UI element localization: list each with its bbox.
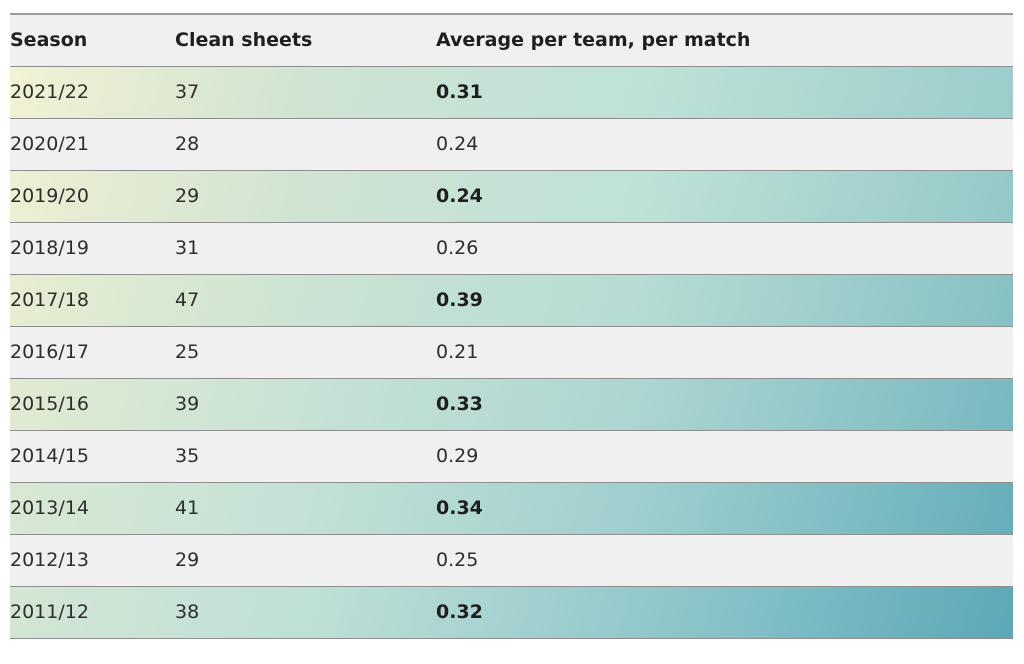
clean-sheets-cell: 28 <box>175 118 436 171</box>
average-cell: 0.31 <box>436 66 1013 119</box>
clean-sheets-cell: 39 <box>175 378 436 431</box>
season-cell: 2018/19 <box>10 222 175 275</box>
clean-sheets-cell: 29 <box>175 534 436 587</box>
column-header-average: Average per team, per match <box>436 14 1013 67</box>
season-cell: 2014/15 <box>10 430 175 483</box>
average-cell: 0.29 <box>436 430 1013 483</box>
table-row: 2020/21 28 0.24 <box>10 118 1013 171</box>
season-cell: 2016/17 <box>10 326 175 379</box>
season-cell: 2011/12 <box>10 586 175 639</box>
average-cell: 0.33 <box>436 378 1013 431</box>
table-row: 2017/18 47 0.39 <box>10 274 1013 327</box>
table-row: 2011/12 38 0.32 <box>10 586 1013 639</box>
average-cell: 0.24 <box>436 118 1013 171</box>
clean-sheets-table-container: Season Clean sheets Average per team, pe… <box>10 13 1013 639</box>
table-row: 2021/22 37 0.31 <box>10 66 1013 119</box>
average-cell: 0.34 <box>436 482 1013 535</box>
table-row: 2013/14 41 0.34 <box>10 482 1013 535</box>
average-cell: 0.32 <box>436 586 1013 639</box>
table-row: 2012/13 29 0.25 <box>10 534 1013 587</box>
season-cell: 2021/22 <box>10 66 175 119</box>
average-cell: 0.25 <box>436 534 1013 587</box>
clean-sheets-cell: 41 <box>175 482 436 535</box>
clean-sheets-table: Season Clean sheets Average per team, pe… <box>10 13 1013 639</box>
average-cell: 0.24 <box>436 170 1013 223</box>
clean-sheets-cell: 37 <box>175 66 436 119</box>
clean-sheets-cell: 47 <box>175 274 436 327</box>
clean-sheets-cell: 38 <box>175 586 436 639</box>
season-cell: 2012/13 <box>10 534 175 587</box>
season-cell: 2015/16 <box>10 378 175 431</box>
season-cell: 2020/21 <box>10 118 175 171</box>
clean-sheets-cell: 29 <box>175 170 436 223</box>
table-row: 2018/19 31 0.26 <box>10 222 1013 275</box>
average-cell: 0.26 <box>436 222 1013 275</box>
clean-sheets-cell: 31 <box>175 222 436 275</box>
clean-sheets-cell: 25 <box>175 326 436 379</box>
table-row: 2019/20 29 0.24 <box>10 170 1013 223</box>
table-row: 2015/16 39 0.33 <box>10 378 1013 431</box>
table-row: 2016/17 25 0.21 <box>10 326 1013 379</box>
season-cell: 2019/20 <box>10 170 175 223</box>
table-row: 2014/15 35 0.29 <box>10 430 1013 483</box>
average-cell: 0.21 <box>436 326 1013 379</box>
column-header-clean-sheets: Clean sheets <box>175 14 436 67</box>
season-cell: 2017/18 <box>10 274 175 327</box>
header-row: Season Clean sheets Average per team, pe… <box>10 14 1013 67</box>
table-header: Season Clean sheets Average per team, pe… <box>10 14 1013 67</box>
column-header-season: Season <box>10 14 175 67</box>
clean-sheets-cell: 35 <box>175 430 436 483</box>
table-body: 2021/22 37 0.31 2020/21 28 0.24 2019/20 … <box>10 66 1013 639</box>
season-cell: 2013/14 <box>10 482 175 535</box>
average-cell: 0.39 <box>436 274 1013 327</box>
